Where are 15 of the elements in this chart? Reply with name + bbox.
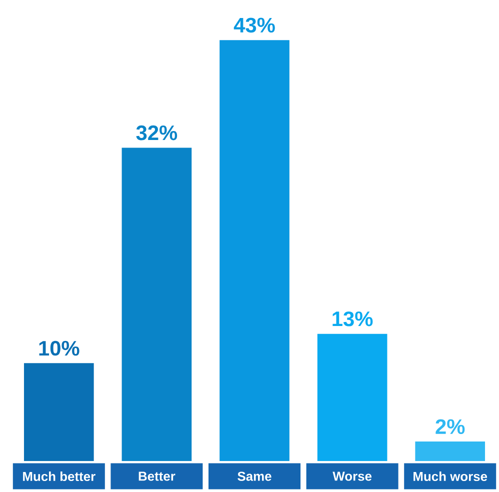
bar xyxy=(24,363,94,462)
data-label: 13% xyxy=(332,311,373,326)
x-tick-label: Much better xyxy=(23,471,96,481)
data-label: 2% xyxy=(436,419,465,434)
bar xyxy=(122,148,192,462)
x-tick-label: Same xyxy=(238,472,272,481)
data-label: 43% xyxy=(234,18,275,33)
x-tick-label: Better xyxy=(138,472,176,481)
x-tick-label: Worse xyxy=(332,472,372,481)
bar xyxy=(220,40,290,462)
x-tick-label: Much worse xyxy=(414,471,488,481)
bar xyxy=(415,441,486,462)
data-label: 32% xyxy=(136,125,178,140)
bar xyxy=(317,334,388,462)
data-label: 10% xyxy=(39,340,80,356)
